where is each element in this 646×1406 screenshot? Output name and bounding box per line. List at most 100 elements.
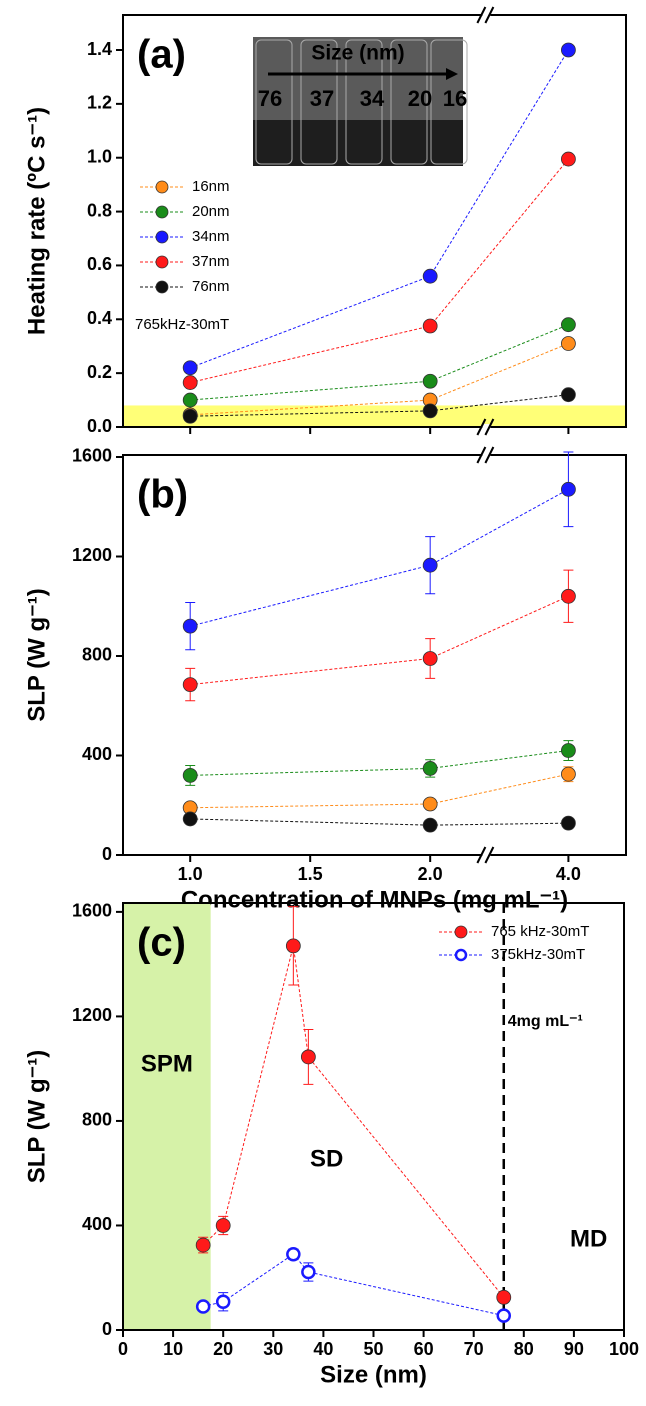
- plot-frame: [122, 454, 627, 856]
- y-tick-label: 1200: [72, 545, 112, 565]
- data-point: [195, 1299, 211, 1314]
- annotation: 765kHz-30mT: [135, 316, 229, 333]
- series-line: [190, 818, 569, 826]
- y-tick-label: 800: [82, 645, 112, 665]
- data-point: [300, 1049, 316, 1065]
- series-line: [190, 595, 569, 686]
- x-tick-label: 4.0: [556, 864, 581, 884]
- data-point: [422, 651, 438, 666]
- series-line: [190, 324, 569, 401]
- axis-break: [484, 418, 495, 436]
- data-point: [182, 767, 198, 783]
- plot-frame: [122, 14, 627, 428]
- inset-label: 20: [408, 86, 432, 111]
- y-tick-label: 1.0: [87, 146, 112, 166]
- legend-marker: [155, 205, 169, 219]
- y-tick-label: 800: [82, 1110, 112, 1130]
- y-tick-label: 1600: [72, 901, 112, 921]
- axis-break: [476, 6, 487, 24]
- data-point: [422, 373, 438, 389]
- y-tick-label: 0: [102, 844, 112, 864]
- data-point: [496, 1289, 512, 1305]
- data-point: [561, 743, 576, 758]
- x-tick-label: 70: [464, 1339, 484, 1359]
- inset-liquid: [253, 120, 463, 166]
- data-point: [182, 392, 198, 408]
- x-tick-label: 30: [263, 1339, 283, 1359]
- data-point: [561, 151, 576, 167]
- inset-label: 16: [443, 86, 467, 111]
- data-point: [422, 268, 438, 284]
- data-point: [422, 817, 438, 833]
- axis-break: [476, 846, 487, 864]
- inset-photo: Size (nm) 76 37 34 20 16: [253, 37, 468, 166]
- data-point: [182, 360, 198, 376]
- x-tick-label: 100: [609, 1339, 639, 1359]
- legend-label: 76nm: [192, 278, 230, 295]
- data-point: [422, 761, 438, 776]
- data-point: [422, 403, 438, 419]
- inset-label: 76: [258, 86, 282, 111]
- x-tick-label: 1.5: [298, 864, 323, 884]
- legend-marker: [454, 925, 468, 939]
- y-tick-label: 400: [82, 1214, 112, 1234]
- y-tick-label: 400: [82, 744, 112, 764]
- x-axis-title: Concentration of MNPs (mg mL⁻¹): [181, 886, 568, 913]
- data-point: [182, 375, 198, 390]
- x-tick-label: 10: [163, 1339, 183, 1359]
- y-tick-label: 1.2: [87, 93, 112, 113]
- axis-break: [476, 418, 487, 436]
- x-tick-label: 80: [514, 1339, 534, 1359]
- series-line: [190, 343, 569, 416]
- inset-label: 34: [360, 86, 385, 111]
- legend-label: 375kHz-30mT: [491, 946, 585, 963]
- data-point: [195, 1237, 211, 1253]
- legend-label: 765 kHz-30mT: [491, 923, 589, 940]
- vial: [345, 39, 383, 165]
- y-axis-title: Heating rate (ºC s⁻¹): [23, 107, 50, 335]
- x-axis-title: Size (nm): [320, 1361, 427, 1388]
- vial: [390, 39, 428, 165]
- legend-marker: [155, 230, 169, 244]
- series-line: [190, 773, 569, 809]
- axis-break-gap: [482, 424, 491, 430]
- panel-label: (c): [137, 921, 186, 965]
- inset-arrowhead: [446, 68, 458, 80]
- x-tick-label: 0: [118, 1339, 128, 1359]
- y-tick-label: 1.4: [87, 39, 112, 59]
- y-tick-label: 0.0: [87, 416, 112, 436]
- series-line: [203, 1253, 504, 1317]
- vline-label: 4mg mL⁻¹: [508, 1013, 583, 1030]
- data-point: [182, 811, 198, 827]
- vial: [430, 39, 468, 165]
- panel-label: (b): [137, 473, 188, 517]
- vial: [300, 39, 338, 165]
- axis-break-gap: [482, 452, 491, 458]
- x-tick-label: 50: [363, 1339, 383, 1359]
- data-point: [286, 1246, 301, 1262]
- data-point: [422, 796, 438, 812]
- region: [123, 903, 211, 1330]
- data-point: [215, 1218, 231, 1233]
- data-point: [496, 1308, 512, 1323]
- legend-marker: [155, 255, 169, 269]
- axis-break: [484, 6, 495, 24]
- x-tick-label: 2.0: [418, 864, 443, 884]
- data-point: [285, 938, 301, 954]
- data-point: [301, 1264, 316, 1280]
- axis-break: [484, 846, 495, 864]
- x-tick-label: 40: [313, 1339, 333, 1359]
- axis-break-gap: [482, 12, 491, 18]
- y-tick-label: 0.4: [87, 308, 112, 328]
- y-tick-label: 1600: [72, 446, 112, 466]
- y-tick-label: 0.8: [87, 200, 112, 220]
- data-point: [561, 317, 576, 333]
- vial: [255, 39, 293, 165]
- data-point: [561, 766, 576, 782]
- y-tick-label: 0.2: [87, 362, 112, 382]
- y-axis-title: SLP (W g⁻¹): [23, 1050, 50, 1184]
- data-point: [182, 677, 198, 693]
- data-point: [561, 336, 576, 351]
- legend-marker: [155, 180, 169, 194]
- series-line: [190, 488, 569, 627]
